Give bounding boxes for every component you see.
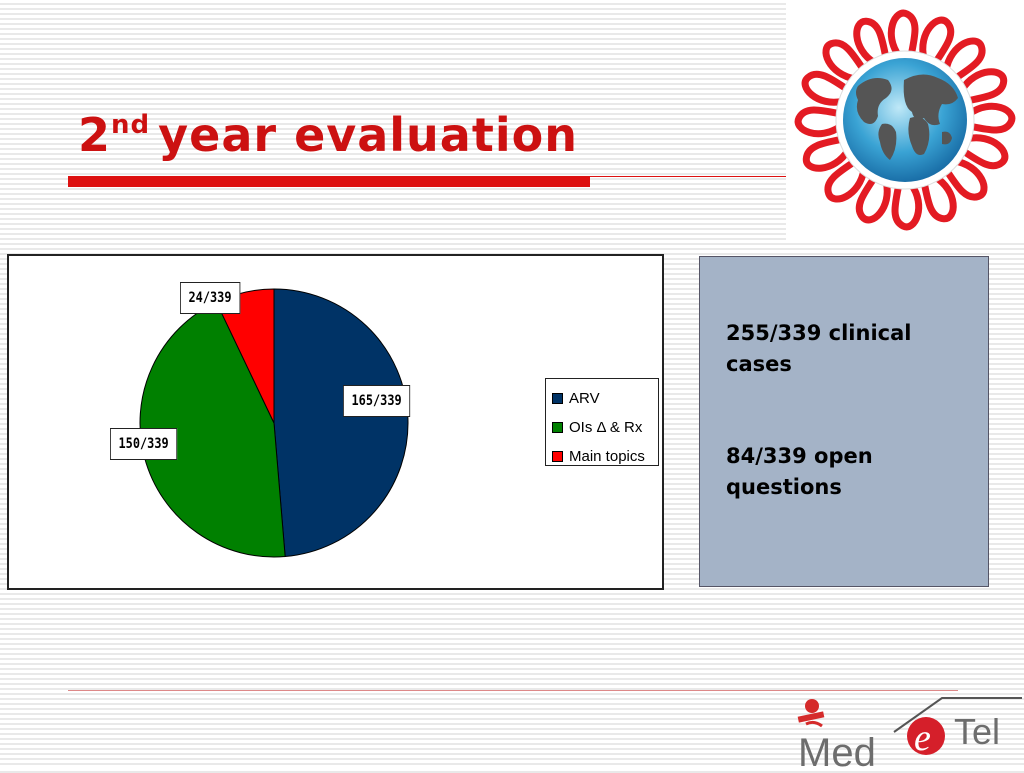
pie-chart-svg [139, 288, 409, 558]
brand-med: Med [798, 731, 876, 768]
ribbon-ring [794, 9, 1016, 231]
med-e-tel-logo: Med e Tel [794, 692, 1024, 773]
pie-chart: 24/339 165/339 150/339 ARV OIs Δ & Rx Ma… [7, 254, 664, 590]
title-underline-line [590, 176, 790, 177]
slide-title: 2nd year evaluation [78, 108, 578, 162]
title-underline-bar [68, 176, 590, 187]
legend-swatch-main-topics [552, 451, 563, 462]
legend-label-ois: OIs Δ & Rx [569, 419, 643, 436]
data-label-ois: 150/339 [110, 428, 178, 460]
data-label-arv: 165/339 [343, 385, 411, 417]
brand-e: e [914, 717, 931, 759]
legend-label-arv: ARV [569, 390, 600, 407]
brand-tel: Tel [954, 711, 1000, 752]
title-superscript: nd [111, 110, 151, 140]
med-e-tel-icon: Med e Tel [797, 697, 1022, 773]
title-number: 2 [78, 108, 112, 162]
info-clinical-cases: 255/339 clinical cases [726, 321, 912, 376]
legend-swatch-arv [552, 393, 563, 404]
data-label-main-topics: 24/339 [180, 282, 240, 314]
info-panel: 255/339 clinical cases 84/339 open quest… [699, 256, 989, 587]
legend-swatch-ois [552, 422, 563, 433]
ribbon-globe-logo [786, 0, 1024, 240]
legend-item-main-topics: Main topics [552, 442, 658, 471]
legend-label-main-topics: Main topics [569, 448, 645, 465]
ribbon-globe-icon [794, 9, 1016, 231]
info-open-questions: 84/339 open questions [726, 444, 873, 499]
legend-item-ois: OIs Δ & Rx [552, 413, 658, 442]
title-text: year evaluation [158, 108, 578, 162]
legend-item-arv: ARV [552, 384, 658, 413]
footer-divider [68, 690, 958, 691]
globe-icon [843, 58, 967, 182]
chart-legend: ARV OIs Δ & Rx Main topics [545, 378, 659, 466]
pie-slice-arv [273, 288, 409, 558]
